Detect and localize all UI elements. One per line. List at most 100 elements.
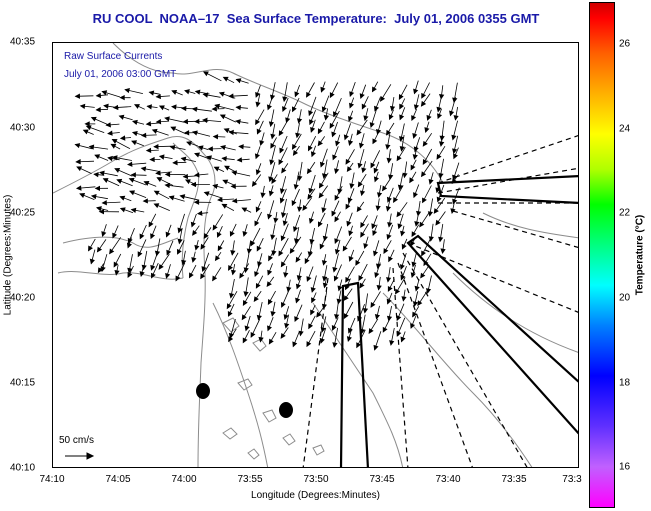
current-vector-head (399, 103, 405, 110)
map-plot[interactable]: Raw Surface Currents July 01, 2006 03:00… (52, 42, 579, 468)
current-vector-head (246, 248, 252, 255)
current-vector-head (255, 119, 261, 126)
current-vector-head (114, 269, 120, 276)
current-vector-head (332, 342, 338, 348)
current-vector-head (285, 117, 291, 124)
current-vector-head (345, 158, 351, 165)
current-vector-head (375, 205, 381, 212)
current-vector-head (317, 128, 323, 135)
current-vector-head (356, 129, 362, 136)
current-vector-head (140, 132, 147, 139)
current-vector-head (306, 168, 313, 175)
current-vector-head (131, 130, 138, 137)
current-vector-head (128, 177, 135, 183)
current-vector-head (310, 127, 316, 133)
current-vector-head (97, 267, 103, 274)
current-vector-head (127, 267, 133, 274)
current-vector-head (372, 138, 378, 145)
current-vector-head (180, 156, 187, 162)
current-vector-head (427, 211, 434, 217)
temperature-colorbar (589, 2, 615, 508)
current-vector-head (319, 243, 325, 250)
current-vector-head (306, 276, 312, 282)
current-vector-head (111, 155, 118, 161)
current-vector-head (360, 231, 366, 238)
current-vector-head (94, 154, 101, 160)
current-vector-head (280, 301, 286, 308)
current-vector-head (346, 336, 352, 342)
current-vector-head (212, 183, 219, 190)
current-vector-head (286, 286, 292, 293)
current-vector-head (373, 344, 379, 351)
current-vector-head (319, 161, 325, 168)
current-vector-head (119, 135, 126, 141)
station-dot-1 (196, 383, 210, 399)
current-vector-head (194, 89, 201, 95)
current-vector-head (382, 326, 388, 333)
current-vector-head (321, 207, 327, 214)
current-vector-head (321, 106, 327, 113)
current-vector-head (158, 264, 164, 270)
current-vector-head (270, 311, 276, 317)
current-vector-head (292, 149, 299, 156)
current-vector-head (388, 256, 393, 263)
current-vector-head (235, 119, 241, 125)
current-vector-head (119, 94, 125, 101)
current-vector-head (386, 234, 392, 240)
current-vector-head (101, 90, 108, 96)
current-vector-head (201, 266, 207, 273)
current-vector-head (90, 116, 97, 122)
current-vector-head (400, 230, 406, 237)
current-vector-head (320, 86, 326, 93)
current-vector-head (164, 171, 171, 178)
current-vector-head (334, 238, 340, 245)
current-vector-head (386, 277, 392, 283)
current-vector-head (89, 258, 95, 265)
current-vector-head (223, 128, 230, 134)
current-vector-head (291, 200, 297, 207)
y-tick-label: 40:15 (10, 377, 36, 389)
current-vector-head (79, 103, 86, 109)
x-tick-label: 74:10 (39, 474, 65, 485)
current-vector-head (244, 325, 250, 332)
current-vector-head (88, 144, 95, 150)
current-vector-head (388, 114, 394, 121)
current-vector-head (398, 136, 405, 142)
current-vector-head (82, 129, 89, 135)
current-vector-head (436, 153, 442, 160)
current-vector-head (345, 203, 351, 210)
current-vector-head (310, 309, 315, 316)
current-vector-head (428, 178, 434, 185)
current-vector-head (231, 198, 238, 204)
current-vector-head (279, 197, 285, 204)
current-vector-head (410, 272, 416, 279)
current-vector-head (331, 324, 337, 331)
current-vector-head (142, 198, 148, 204)
current-vector-head (413, 88, 419, 95)
current-vector-head (420, 171, 427, 178)
current-vector-head (107, 130, 113, 136)
current-vector-head (307, 145, 313, 152)
current-vector-head (153, 203, 160, 209)
current-vector-head (231, 170, 238, 176)
current-vector-head (386, 129, 392, 136)
river-contour (62, 236, 179, 248)
current-vector-head (316, 311, 322, 318)
current-vector-head (127, 272, 133, 278)
current-vector-head (129, 190, 136, 196)
current-vector-head (241, 314, 247, 321)
current-vector-head (250, 240, 256, 247)
current-vector-head (393, 197, 399, 203)
current-vector-head (171, 89, 178, 95)
current-vector-head (203, 71, 209, 77)
coastline-contours (53, 43, 578, 467)
current-vector-head (191, 106, 198, 112)
current-vector-head (114, 167, 121, 173)
current-vector-head (212, 275, 218, 282)
current-vector-head (348, 230, 354, 237)
current-vector-head (153, 143, 159, 150)
current-vector-head (267, 299, 273, 305)
current-vector-head (226, 303, 232, 310)
current-vector-head (318, 182, 324, 189)
current-vector-head (228, 265, 233, 271)
